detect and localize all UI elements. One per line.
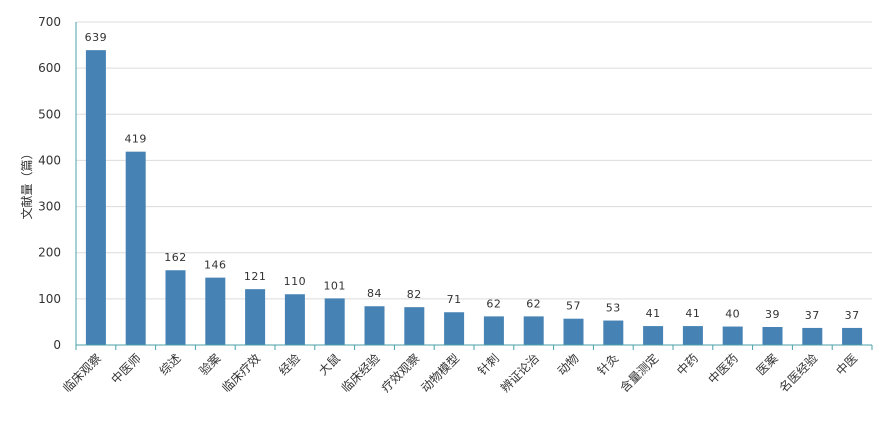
data-label: 71 [447,293,462,306]
x-tick-label: 中医药 [705,351,741,387]
data-label: 40 [725,308,740,321]
x-tick-label: 疗效观察 [378,351,423,396]
y-tick-label: 100 [38,292,61,306]
bar [165,270,186,345]
x-tick-label: 针灸 [594,351,622,379]
y-tick-label: 500 [38,107,61,121]
y-tick-label: 600 [38,61,61,75]
x-tick-label: 中医 [833,351,861,379]
data-label: 82 [407,288,422,301]
x-tick-label: 辨证论治 [498,351,542,395]
x-tick-label: 临床疗效 [219,351,264,396]
x-tick-label: 医案 [753,351,781,379]
x-tick-label: 中医师 [108,351,144,387]
data-label: 84 [367,287,382,300]
x-tick-label: 动物模型 [418,351,462,395]
bar [284,294,305,345]
bar [603,320,624,345]
data-label: 41 [646,307,661,320]
data-label: 37 [805,309,820,322]
bar [205,277,226,345]
x-tick-label: 临床经验 [338,351,383,396]
x-tick-label: 针刺 [474,351,502,379]
bar [125,151,146,345]
x-tick-label: 综述 [157,351,184,378]
bars [85,50,863,345]
x-tick-label: 名医经验 [776,351,821,396]
bar [324,298,345,345]
data-label: 62 [486,297,501,310]
data-label: 62 [526,297,541,310]
data-label: 162 [164,251,187,264]
data-label: 41 [685,307,700,320]
bar [842,327,863,345]
bar [523,316,544,345]
bar [802,327,823,345]
grid-lines [76,21,872,300]
y-tick-label: 200 [38,246,61,260]
y-tick-label: 300 [38,200,61,214]
bar [722,326,743,345]
y-tick-label: 700 [38,15,61,29]
data-label: 639 [85,31,108,44]
x-tick-label: 动物 [555,351,582,378]
y-tick-label: 400 [38,153,61,167]
y-axis-ticks: 0 100 200 300 400 500 600 700 [38,15,61,352]
data-label: 37 [845,309,860,322]
y-axis-title: 文献量（篇） [19,147,34,219]
bar [563,318,584,345]
data-label: 121 [244,270,267,283]
data-label: 101 [323,279,346,292]
data-label: 39 [765,308,780,321]
bar [364,306,385,345]
x-tick-label: 经验 [275,351,303,379]
x-tick-label: 中药 [673,351,701,379]
x-tick-label: 大鼠 [316,351,343,378]
data-label: 419 [124,133,147,146]
bar [85,50,106,345]
x-tick-label: 验案 [196,351,224,379]
bar [483,316,504,345]
data-label: 53 [606,302,621,315]
bar [444,312,465,345]
bar [245,289,266,345]
bar [682,326,703,345]
x-tick-label: 含量测定 [617,351,662,396]
data-label: 110 [284,275,307,288]
bar [762,327,783,345]
x-tick-label: 临床观察 [60,351,104,395]
bar [404,307,425,345]
data-label: 146 [204,259,227,272]
x-axis-ticks: 临床观察 中医师 综述 验案临床疗效 经验 大鼠临床经验疗效观察动物模型 针刺辨证论治 动物针… [60,345,873,396]
y-tick-label: 0 [53,338,61,352]
bar [643,326,664,345]
data-label: 57 [566,300,581,313]
data-labels: 639 419 162 146 121 110 101 84 82 71 62 62 57 53 41 41 4… [85,31,860,322]
